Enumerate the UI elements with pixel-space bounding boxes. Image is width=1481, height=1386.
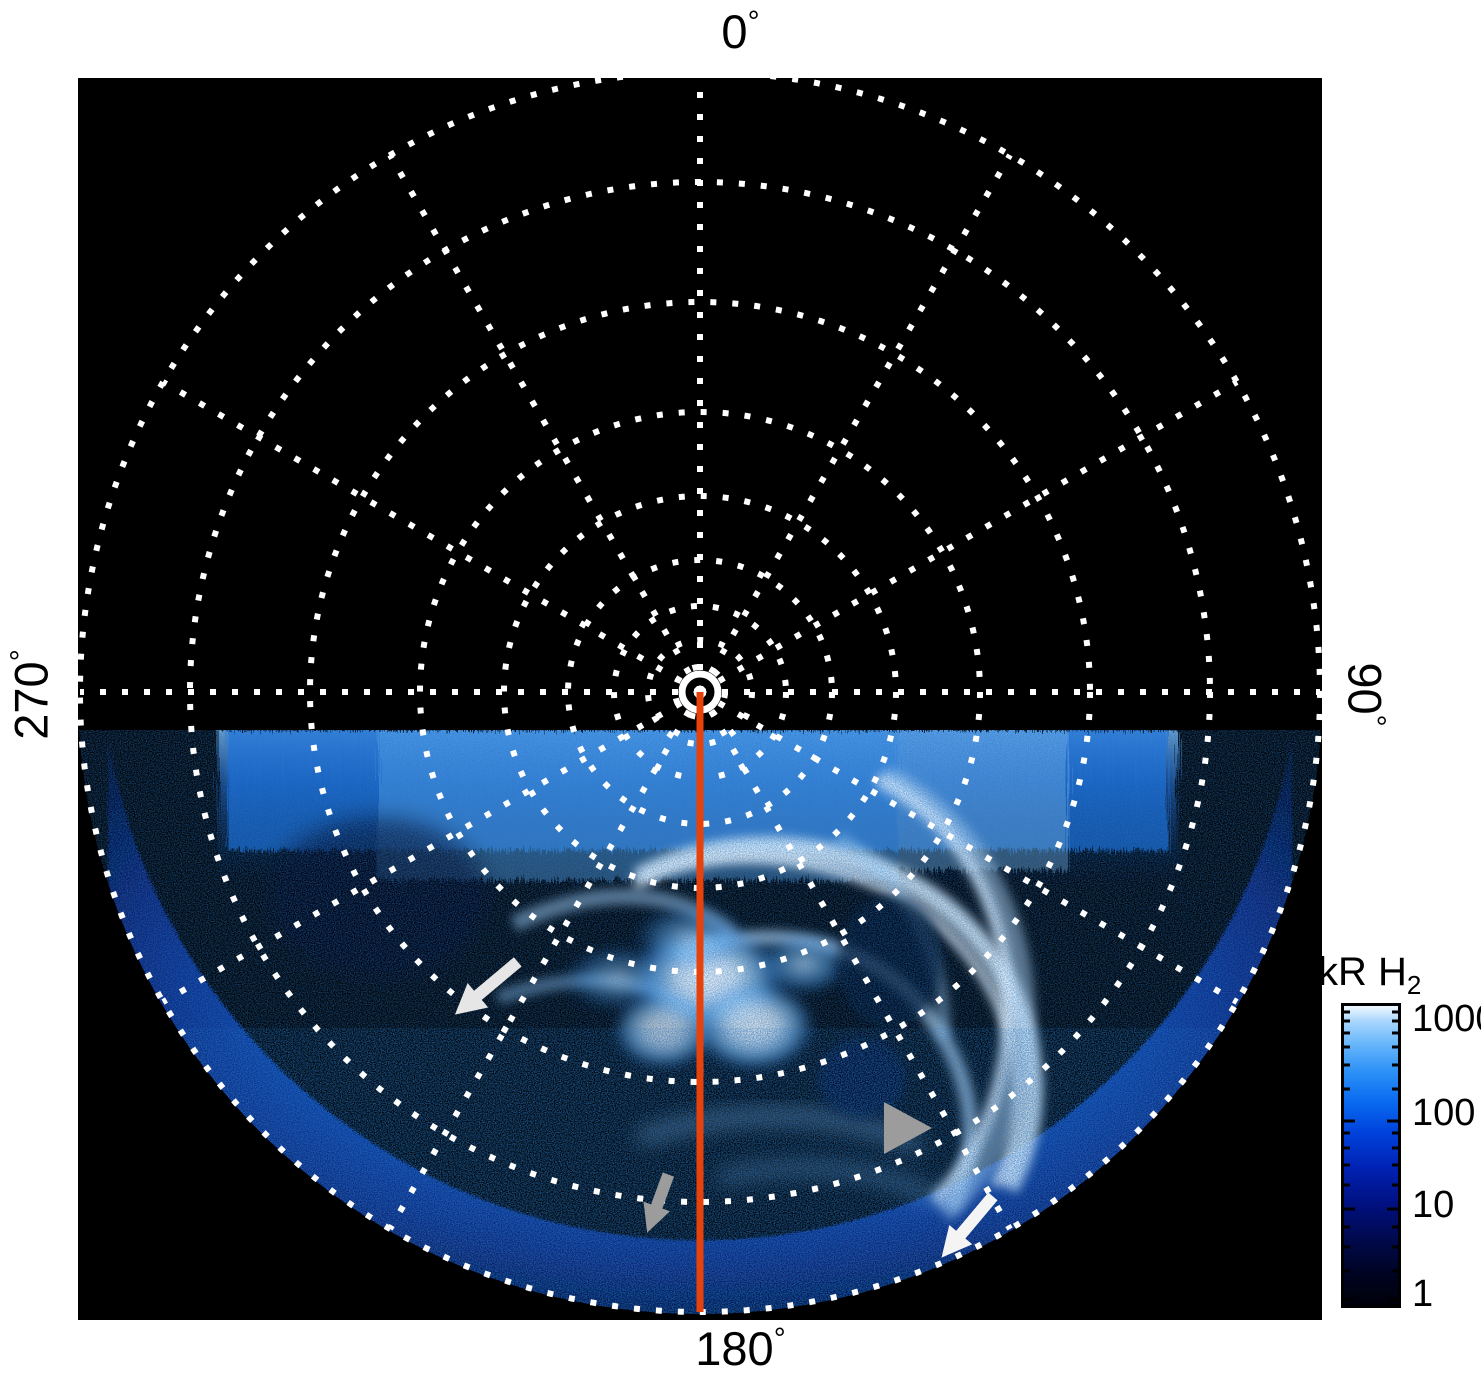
degree-symbol-top: °	[747, 5, 760, 39]
colorbar-svg	[1341, 1003, 1401, 1308]
polar-plot-svg	[78, 78, 1322, 1320]
colorbar-tick-label-1000: 1000	[1412, 998, 1481, 1040]
axis-label-top: 0°	[721, 5, 760, 58]
gray-arrowhead-right	[884, 1102, 932, 1154]
annotation-arrows	[454, 957, 998, 1258]
degree-symbol-right: °	[1358, 714, 1392, 727]
colorbar-tick-label-10: 10	[1412, 1184, 1455, 1226]
axis-label-right: 90°	[1338, 662, 1392, 727]
colorbar-ticks	[1341, 1003, 1401, 1301]
colorbar	[1341, 1003, 1401, 1308]
white-arrow-lower-right	[941, 1192, 998, 1258]
colorbar-title: kR H2	[1318, 950, 1422, 1000]
colorbar-tick-label-100: 100	[1412, 1092, 1476, 1134]
gray-arrow-lower-left	[643, 1172, 674, 1233]
white-arrow-upper-left	[454, 957, 522, 1015]
degree-symbol-bottom: °	[773, 1322, 786, 1356]
degree-symbol-left: °	[4, 649, 38, 662]
axis-label-left: 270°	[4, 649, 58, 740]
colorbar-title-subscript: 2	[1406, 970, 1422, 1000]
colorbar-tick-label-1: 1	[1412, 1273, 1434, 1315]
polar-plot-area	[78, 78, 1322, 1320]
axis-label-bottom: 180°	[695, 1322, 786, 1375]
